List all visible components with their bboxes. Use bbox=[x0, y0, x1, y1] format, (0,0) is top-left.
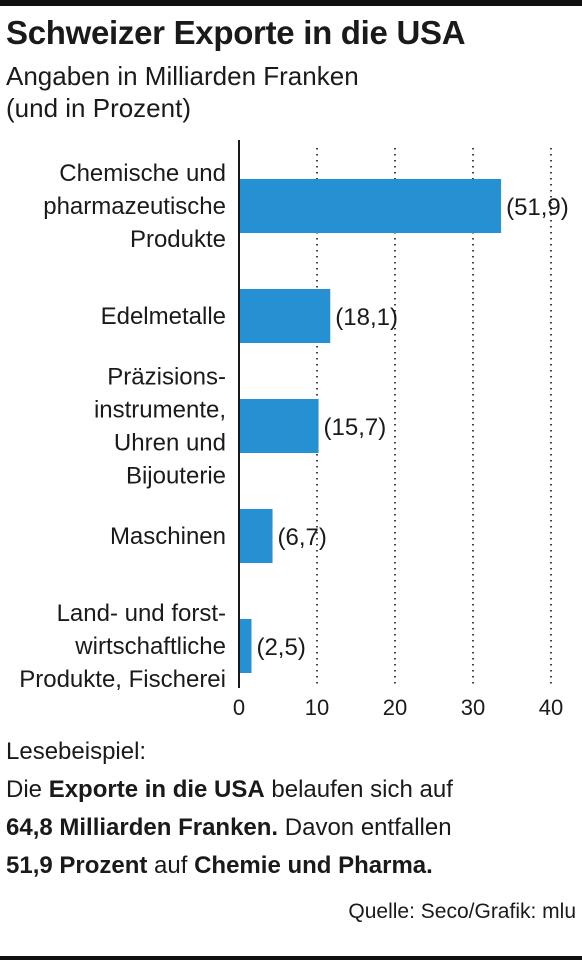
tick-label: 10 bbox=[305, 695, 329, 720]
category-label: pharmazeutische bbox=[43, 193, 226, 220]
emphasis-text: Exporte in die USA bbox=[48, 776, 265, 803]
chart-title: Schweizer Exporte in die USA bbox=[6, 14, 466, 51]
data-label: (2,5) bbox=[256, 634, 305, 661]
emphasis-text: Chemie und Pharma. bbox=[194, 852, 433, 879]
bottom-rule bbox=[0, 956, 582, 960]
emphasis-text: 64,8 Milliarden Franken. bbox=[6, 814, 279, 841]
data-label: (15,7) bbox=[324, 414, 387, 441]
category-label: Chemische und bbox=[59, 160, 226, 187]
category-label: Präzisions- bbox=[107, 364, 226, 391]
body-text: Die bbox=[6, 776, 49, 803]
tick-label: 20 bbox=[383, 695, 407, 720]
category-label: instrumente, bbox=[94, 397, 226, 424]
bar bbox=[239, 179, 502, 233]
body-text: auf bbox=[147, 852, 195, 879]
bar bbox=[239, 509, 273, 563]
reading-example-line: 51,9 Prozent auf Chemie und Pharma. bbox=[6, 847, 576, 885]
top-rule bbox=[0, 0, 582, 6]
category-label: Produkte bbox=[130, 226, 226, 253]
body-text: Lesebeispiel: bbox=[6, 738, 147, 765]
source-note: Quelle: Seco/Grafik: mlu bbox=[348, 900, 576, 923]
emphasis-text: 51,9 Prozent bbox=[6, 852, 148, 879]
category-label: Produkte, Fischerei bbox=[19, 666, 226, 693]
subtitle-line: (und in Prozent) bbox=[6, 93, 191, 123]
data-label: (51,9) bbox=[506, 194, 569, 221]
reading-example-line: Lesebeispiel: bbox=[6, 733, 576, 771]
bar bbox=[239, 399, 319, 453]
tick-label: 30 bbox=[461, 695, 485, 720]
category-label: wirtschaftliche bbox=[74, 633, 226, 660]
data-label: (18,1) bbox=[335, 304, 398, 331]
category-label: Land- und forst- bbox=[57, 600, 226, 627]
body-text: belaufen sich auf bbox=[264, 776, 453, 803]
reading-example-line: Die Exporte in die USA belaufen sich auf bbox=[6, 771, 576, 809]
body-text: Davon entfallen bbox=[278, 814, 452, 841]
bar bbox=[239, 619, 252, 673]
category-label: Maschinen bbox=[110, 523, 226, 550]
category-label: Uhren und bbox=[114, 430, 226, 457]
reading-example: Lesebeispiel: Die Exporte in die USA bela… bbox=[6, 733, 576, 885]
tick-label: 0 bbox=[233, 695, 245, 720]
bar-chart: (51,9) Chemische und pharmazeutische Produk… bbox=[19, 140, 569, 720]
bar bbox=[239, 289, 331, 343]
data-label: (6,7) bbox=[278, 524, 327, 551]
subtitle-line: Angaben in Milliarden Franken bbox=[6, 61, 359, 91]
chart-subtitle: Angaben in Milliarden Franken (und in Pr… bbox=[6, 60, 566, 124]
tick-label: 40 bbox=[539, 695, 563, 720]
category-label: Bijouterie bbox=[126, 463, 226, 490]
category-label: Edelmetalle bbox=[101, 303, 226, 330]
reading-example-line: 64,8 Milliarden Franken. Davon entfallen bbox=[6, 809, 576, 847]
